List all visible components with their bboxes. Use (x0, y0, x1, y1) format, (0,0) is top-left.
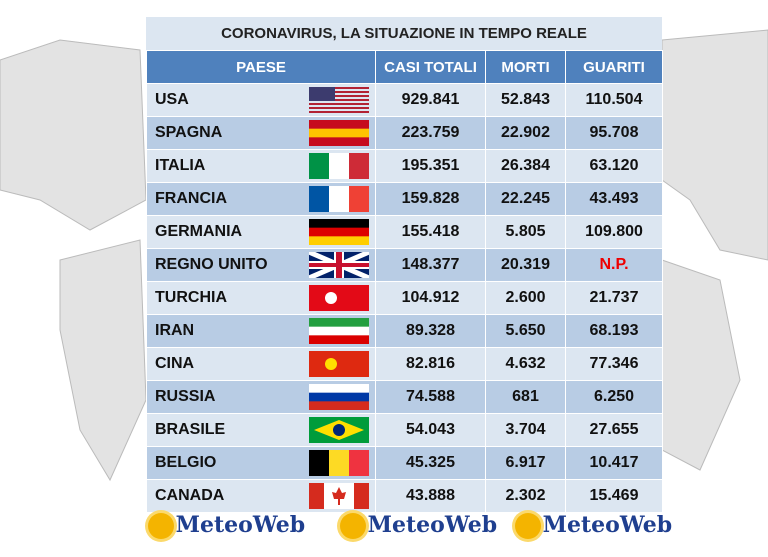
flag (309, 120, 369, 146)
value-cell: 54.043 (375, 413, 486, 447)
logo: MeteoWeb (340, 512, 497, 539)
flag (309, 87, 369, 113)
value-cell: 109.800 (565, 215, 663, 249)
value-cell: 63.120 (565, 149, 663, 183)
country-cell: BRASILE (146, 413, 376, 447)
logo-text: MeteoWeb (542, 512, 673, 538)
value-cell: 2.302 (485, 479, 566, 513)
table-row: REGNO UNITO 148.377 20.319 N.P. (146, 248, 663, 282)
value-cell: 68.193 (565, 314, 663, 348)
value-cell: 52.843 (485, 83, 566, 117)
title: CORONAVIRUS, LA SITUAZIONE IN TEMPO REAL… (146, 17, 662, 50)
value-cell: 27.655 (565, 413, 663, 447)
table-row: USA 929.841 52.843 110.504 (146, 83, 663, 117)
table-row: RUSSIA 74.588 681 6.250 (146, 380, 663, 414)
flag (309, 417, 369, 443)
flag (309, 219, 369, 245)
country-cell: BELGIO (146, 446, 376, 480)
value-cell: N.P. (565, 248, 663, 282)
flag (309, 252, 369, 278)
header-row: PAESE CASI TOTALI MORTI GUARITI (146, 50, 663, 84)
value-cell: 43.888 (375, 479, 486, 513)
table-row: BRASILE 54.043 3.704 27.655 (146, 413, 663, 447)
value-cell: 21.737 (565, 281, 663, 315)
value-cell: 89.328 (375, 314, 486, 348)
table-row: FRANCIA 159.828 22.245 43.493 (146, 182, 663, 216)
country-cell: ITALIA (146, 149, 376, 183)
value-cell: 22.902 (485, 116, 566, 150)
value-cell: 26.384 (485, 149, 566, 183)
flag (309, 153, 369, 179)
value-cell: 3.704 (485, 413, 566, 447)
value-cell: 82.816 (375, 347, 486, 381)
value-cell: 223.759 (375, 116, 486, 150)
value-cell: 159.828 (375, 182, 486, 216)
header-cell: CASI TOTALI (375, 50, 486, 84)
value-cell: 148.377 (375, 248, 486, 282)
table-row: BELGIO 45.325 6.917 10.417 (146, 446, 663, 480)
value-cell: 2.600 (485, 281, 566, 315)
header-cell: PAESE (146, 50, 376, 84)
country-cell: CANADA (146, 479, 376, 513)
value-cell: 22.245 (485, 182, 566, 216)
logo: MeteoWeb (515, 512, 672, 539)
country-cell: USA (146, 83, 376, 117)
value-cell: 195.351 (375, 149, 486, 183)
value-cell: 10.417 (565, 446, 663, 480)
table-row: ITALIA 195.351 26.384 63.120 (146, 149, 663, 183)
flag (309, 351, 369, 377)
logo: MeteoWeb (148, 512, 305, 539)
flag (309, 384, 369, 410)
value-cell: 110.504 (565, 83, 663, 117)
country-cell: TURCHIA (146, 281, 376, 315)
flag (309, 186, 369, 212)
country-cell: CINA (146, 347, 376, 381)
value-cell: 6.250 (565, 380, 663, 414)
value-cell: 155.418 (375, 215, 486, 249)
value-cell: 929.841 (375, 83, 486, 117)
value-cell: 6.917 (485, 446, 566, 480)
value-cell: 20.319 (485, 248, 566, 282)
country-cell: RUSSIA (146, 380, 376, 414)
table-row: CINA 82.816 4.632 77.346 (146, 347, 663, 381)
value-cell: 5.805 (485, 215, 566, 249)
table-row: TURCHIA 104.912 2.600 21.737 (146, 281, 663, 315)
value-cell: 77.346 (565, 347, 663, 381)
country-cell: IRAN (146, 314, 376, 348)
flag (309, 285, 369, 311)
value-cell: 4.632 (485, 347, 566, 381)
value-cell: 681 (485, 380, 566, 414)
value-cell: 43.493 (565, 182, 663, 216)
logo-text: MeteoWeb (367, 512, 498, 538)
country-cell: SPAGNA (146, 116, 376, 150)
value-cell: 5.650 (485, 314, 566, 348)
value-cell: 95.708 (565, 116, 663, 150)
country-cell: REGNO UNITO (146, 248, 376, 282)
value-cell: 45.325 (375, 446, 486, 480)
flag (309, 483, 369, 509)
table-panel: CORONAVIRUS, LA SITUAZIONE IN TEMPO REAL… (146, 17, 663, 513)
data-table: PAESE CASI TOTALI MORTI GUARITI USA 929.841 5… (146, 50, 663, 513)
table-row: GERMANIA 155.418 5.805 109.800 (146, 215, 663, 249)
logo-text: MeteoWeb (175, 512, 306, 538)
flag (309, 450, 369, 476)
flag (309, 318, 369, 344)
table-row: CANADA 43.888 2.302 15.469 (146, 479, 663, 513)
country-cell: GERMANIA (146, 215, 376, 249)
header-cell: GUARITI (565, 50, 663, 84)
country-cell: FRANCIA (146, 182, 376, 216)
value-cell: 104.912 (375, 281, 486, 315)
table-row: IRAN 89.328 5.650 68.193 (146, 314, 663, 348)
value-cell: 74.588 (375, 380, 486, 414)
header-cell: MORTI (485, 50, 566, 84)
value-cell: 15.469 (565, 479, 663, 513)
table-row: SPAGNA 223.759 22.902 95.708 (146, 116, 663, 150)
